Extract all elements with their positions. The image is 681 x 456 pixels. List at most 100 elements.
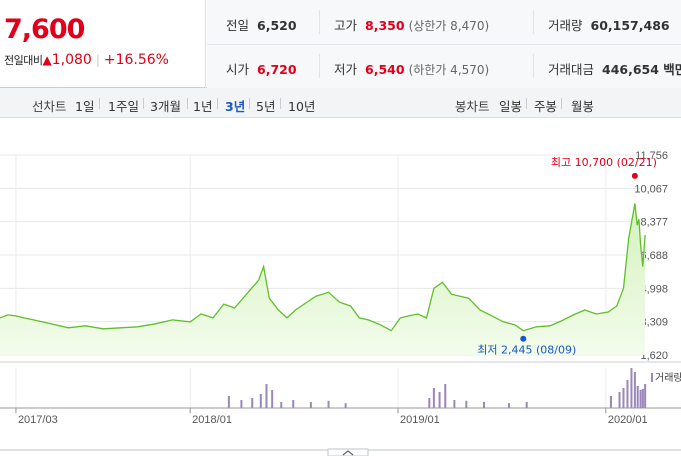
stat-high: 고가 8,350 (상한가 8,470): [334, 15, 489, 34]
y-tick-label: 11,756: [635, 150, 668, 162]
volume-bar: [444, 384, 447, 408]
line-chart-label: 선차트: [32, 99, 67, 114]
tab-weekly[interactable]: 주봉: [534, 99, 558, 114]
tab-10y[interactable]: 10년: [288, 99, 316, 114]
y-tick-label: 6,688: [640, 250, 668, 262]
column-divider: [533, 54, 534, 78]
stat-value: 6,540: [365, 62, 405, 77]
volume-bar: [633, 372, 636, 408]
row-divider: [207, 44, 681, 45]
stat-amount: 거래대금 446,654 백만: [548, 59, 681, 78]
tab-divider: [143, 98, 144, 109]
up-triangle-icon: ▲: [42, 53, 52, 67]
volume-bar: [508, 403, 511, 408]
volume-legend-swatch: [651, 373, 653, 382]
volume-bar: [432, 388, 435, 408]
y-tick-label: 4,998: [640, 283, 668, 295]
volume-legend-label: 거래량: [655, 372, 681, 384]
stat-label: 거래대금: [548, 62, 595, 77]
tab-5y[interactable]: 5년: [256, 99, 276, 114]
tab-divider: [99, 98, 100, 109]
stat-value: 60,157,486: [590, 18, 670, 33]
volume-bar: [465, 400, 468, 408]
collapse-handle: [327, 448, 369, 456]
x-tick-label: 2018/01: [192, 414, 232, 426]
stat-value: 446,654 백만: [602, 62, 681, 77]
volume-bar: [641, 388, 644, 408]
volume-bar: [636, 386, 639, 408]
tab-divider: [217, 98, 218, 109]
tab-1y[interactable]: 1년: [193, 99, 213, 114]
volume-bar: [626, 380, 629, 408]
tab-divider: [280, 98, 281, 109]
volume-bar: [344, 403, 347, 408]
stats-grid: 전일 6,520 고가 8,350 (상한가 8,470) 거래량 60,157,486…: [207, 0, 681, 88]
stat-label: 저가: [334, 62, 358, 77]
low-marker: [520, 335, 527, 342]
price-area: [0, 203, 646, 355]
volume-bar: [265, 384, 268, 408]
volume-bar: [280, 402, 283, 408]
volume-bar: [525, 402, 528, 408]
stat-label: 시가: [226, 62, 250, 77]
volume-bar: [327, 400, 330, 408]
volume-bar: [240, 400, 243, 408]
volume-bar: [227, 396, 230, 408]
high-marker: [631, 172, 638, 179]
tab-1d[interactable]: 1일: [75, 99, 95, 114]
chart-period-tabs: 선차트 1일 1주일 3개월 1년 3년 5년 10년 봉차트 일봉 주봉 월봉: [0, 88, 681, 118]
tab-3m[interactable]: 3개월: [150, 99, 181, 114]
current-price: 7,600: [4, 14, 85, 45]
volume-bar: [309, 402, 312, 408]
column-divider: [319, 10, 320, 34]
stat-label: 거래량: [548, 18, 583, 33]
diff-label: 전일대비: [4, 54, 43, 67]
volume-bar: [271, 390, 274, 408]
column-divider: [319, 54, 320, 78]
tab-monthly[interactable]: 월봉: [571, 99, 595, 114]
tab-daily[interactable]: 일봉: [499, 99, 523, 114]
volume-bar: [438, 392, 441, 408]
stat-volume: 거래량 60,157,486: [548, 15, 670, 34]
price-box: 7,600 전일대비▲1,080 | +16.56%: [0, 0, 206, 88]
divider: |: [95, 53, 100, 67]
quote-header: 7,600 전일대비▲1,080 | +16.56% 전일 6,520 고가 8,350…: [0, 0, 681, 88]
y-tick-label: 8,377: [640, 217, 668, 229]
diff-value: 1,080: [51, 52, 92, 68]
high-annotation: 최고 10,700 (02/21): [551, 156, 657, 169]
tab-divider: [249, 98, 250, 109]
low-annotation: 최저 2,445 (08/09): [477, 344, 576, 357]
stat-label: 전일: [226, 18, 250, 33]
diff-rate: +16.56%: [103, 52, 169, 68]
stat-low: 저가 6,540 (하한가 4,570): [334, 59, 489, 78]
volume-bar: [453, 400, 456, 408]
candle-chart-label: 봉차트: [455, 99, 490, 114]
volume-bar: [259, 394, 262, 408]
y-tick-label: 10,067: [634, 183, 668, 195]
volume-bar: [428, 398, 431, 408]
volume-bar: [609, 396, 612, 408]
stat-value: 6,720: [257, 62, 297, 77]
y-tick-label: 3,309: [640, 317, 668, 329]
volume-bar: [622, 388, 625, 408]
stat-label: 고가: [334, 18, 358, 33]
stat-prev-close: 전일 6,520: [226, 15, 297, 34]
stat-limit: (상한가 8,470): [408, 19, 490, 33]
volume-bar: [644, 384, 647, 408]
stat-value: 6,520: [257, 18, 297, 33]
tab-divider: [526, 98, 527, 109]
chevron-up-icon: [342, 450, 354, 456]
volume-bar: [292, 400, 295, 408]
tab-3y[interactable]: 3년: [225, 99, 246, 114]
price-change: 전일대비▲1,080 | +16.56%: [4, 52, 169, 68]
volume-bar: [639, 390, 642, 408]
stat-limit: (하한가 4,570): [408, 63, 490, 77]
volume-bar: [618, 392, 621, 408]
volume-bar: [482, 402, 485, 408]
x-tick-label: 2017/03: [18, 414, 58, 426]
tab-1w[interactable]: 1주일: [108, 99, 139, 114]
column-divider: [533, 10, 534, 34]
volume-bar: [630, 368, 633, 408]
volume-bar: [251, 398, 254, 408]
